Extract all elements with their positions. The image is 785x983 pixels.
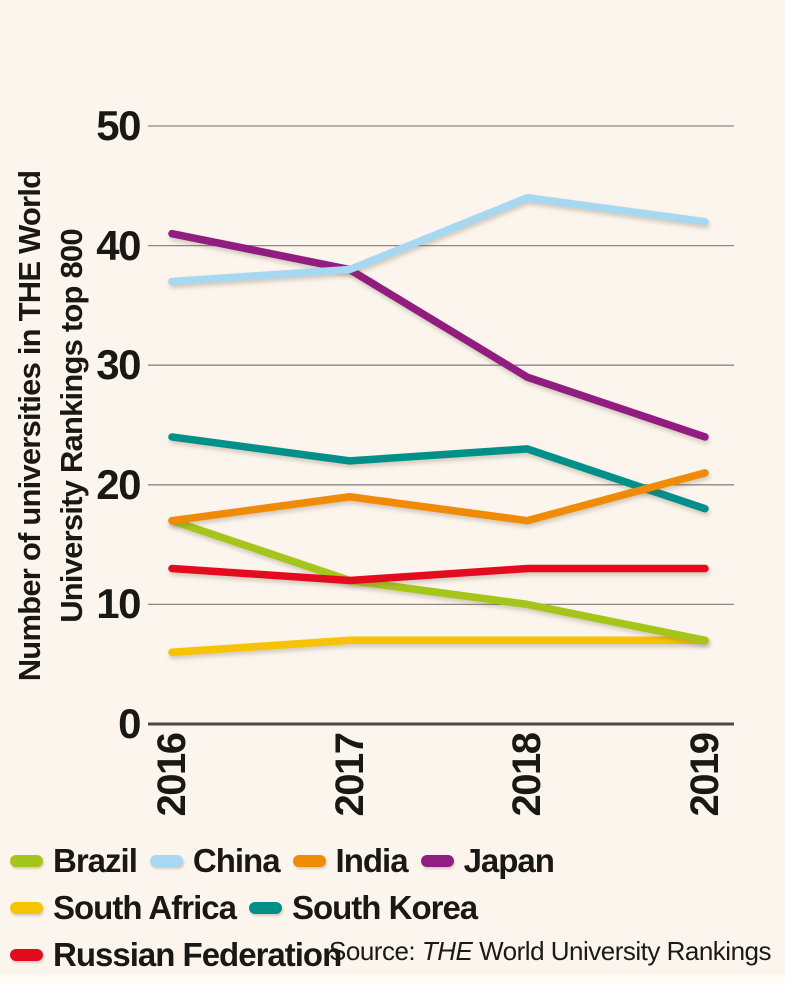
legend-swatch-icon bbox=[10, 902, 43, 914]
legend-label: South Korea bbox=[291, 889, 478, 926]
legend-label: Brazil bbox=[53, 842, 138, 879]
series-line-brazil bbox=[168, 516, 709, 645]
y-tick-label-0: 0 bbox=[118, 700, 141, 747]
x-tick-label-2017: 2017 bbox=[327, 733, 372, 817]
y-tick-label-50: 50 bbox=[96, 102, 141, 149]
series-line-japan bbox=[168, 229, 709, 441]
x-tick-label-2018: 2018 bbox=[504, 733, 549, 817]
legend-swatch-icon bbox=[10, 855, 43, 867]
source-prefix: Source: bbox=[329, 936, 422, 966]
x-tick-label-2019: 2019 bbox=[682, 733, 727, 817]
series-line-china bbox=[168, 194, 709, 286]
legend-swatch-icon bbox=[292, 855, 326, 867]
y-tick-label-10: 10 bbox=[96, 580, 141, 628]
source-publication: THE bbox=[421, 936, 473, 966]
legend-swatch-icon bbox=[248, 902, 282, 914]
legend-label: South Africa bbox=[53, 889, 237, 926]
legend-label: China bbox=[192, 842, 281, 879]
legend: Brazil China India Japan South Africa South K… bbox=[10, 842, 776, 974]
legend-item-russian-federation: Russian Federation bbox=[10, 936, 342, 974]
legend-item-japan: Japan bbox=[420, 842, 555, 880]
source-rest: World University Rankings bbox=[472, 936, 771, 966]
legend-label: Russian Federation bbox=[53, 936, 342, 973]
legend-item-brazil: Brazil bbox=[10, 842, 138, 880]
y-axis-title-line1: Number of universities in THE World bbox=[12, 170, 47, 682]
y-tick-label-30: 30 bbox=[96, 341, 141, 389]
legend-item-south-korea: South Korea bbox=[248, 889, 478, 927]
x-tick-label-2016: 2016 bbox=[149, 733, 194, 817]
y-tick-label-40: 40 bbox=[96, 221, 141, 269]
series-line-south-africa bbox=[168, 636, 709, 656]
legend-swatch-icon bbox=[10, 949, 43, 961]
legend-item-china: China bbox=[149, 842, 281, 880]
series-line-russian-federation bbox=[168, 564, 709, 585]
legend-item-south-africa: South Africa bbox=[10, 889, 237, 927]
source-note: Source: THE World University Rankings bbox=[329, 936, 771, 967]
legend-item-india: India bbox=[292, 842, 409, 880]
series-lines bbox=[168, 194, 709, 656]
bottom-edge-strip bbox=[0, 975, 785, 983]
legend-label: India bbox=[335, 842, 409, 879]
legend-swatch-icon bbox=[149, 855, 183, 867]
y-axis-title-line2: University Rankings top 800 bbox=[54, 229, 89, 623]
y-tick-label-20: 20 bbox=[96, 460, 141, 508]
legend-label: Japan bbox=[463, 842, 555, 879]
series-line-india bbox=[168, 469, 709, 525]
y-axis-title: Number of universities in THE World Univ… bbox=[9, 126, 95, 726]
legend-swatch-icon bbox=[420, 855, 454, 867]
series-line-south-korea bbox=[168, 433, 709, 513]
